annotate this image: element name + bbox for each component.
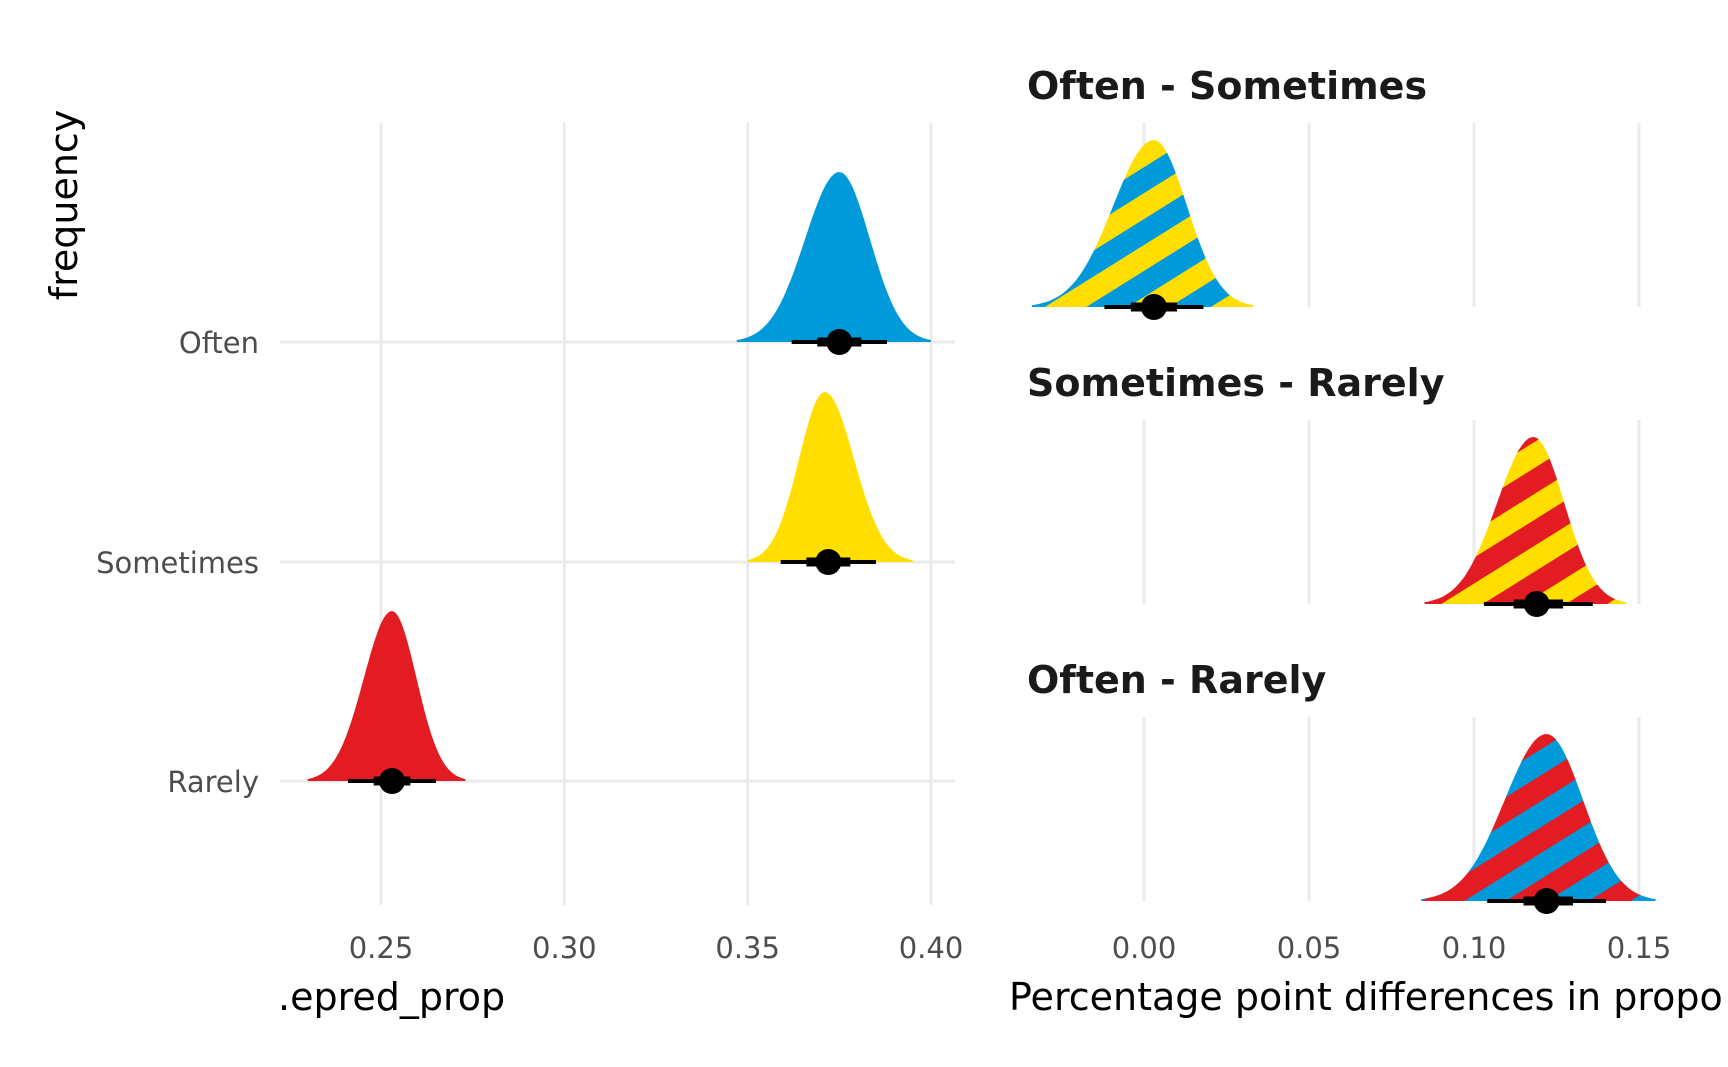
right-panels: Often - Sometimes Sometimes - Rarely Often… [1027, 64, 1656, 914]
diff-density [1031, 140, 1253, 307]
left-x-axis-title: .epred_prop [278, 975, 505, 1019]
right-x-tick-label: 0.05 [1277, 931, 1342, 965]
right-chart: Often - Sometimes Sometimes - Rarely Often… [1009, 64, 1723, 1019]
left-y-tick-labels: Often Sometimes Rarely [96, 326, 259, 799]
diff-median-point [1523, 591, 1550, 617]
left-x-tick-label: 0.30 [532, 931, 597, 965]
left-y-tick-label: Rarely [167, 765, 259, 799]
left-density-often [736, 172, 931, 342]
left-density-rarely [307, 611, 466, 781]
diff-density [1424, 437, 1626, 604]
diff-density [1421, 734, 1656, 901]
left-often-median-point [826, 329, 853, 355]
left-density-sometimes [747, 392, 913, 562]
right-x-tick-label: 0.00 [1112, 931, 1177, 965]
panel-title: Sometimes - Rarely [1027, 361, 1445, 405]
left-x-tick-label: 0.35 [715, 931, 780, 965]
panel-title: Often - Sometimes [1027, 64, 1427, 108]
diff-panel: Often - Rarely [1027, 658, 1656, 914]
left-x-tick-label: 0.40 [899, 931, 964, 965]
left-y-tick-label: Often [179, 326, 259, 360]
right-x-tick-label: 0.15 [1607, 931, 1672, 965]
panel-title: Often - Rarely [1027, 658, 1326, 702]
left-y-tick-label: Sometimes [96, 546, 259, 580]
diff-panel: Sometimes - Rarely [1027, 361, 1626, 617]
right-x-tick-label: 0.10 [1442, 931, 1507, 965]
left-x-tick-label: 0.25 [349, 931, 414, 965]
diff-median-point [1140, 294, 1167, 320]
left-distributions [307, 172, 931, 794]
right-x-axis-title: Percentage point differences in propo [1009, 975, 1723, 1019]
right-x-tick-labels: 0.00 0.05 0.10 0.15 [1112, 931, 1672, 965]
diff-median-point [1533, 888, 1560, 914]
left-x-tick-labels: 0.25 0.30 0.35 0.40 [349, 931, 964, 965]
left-sometimes-median-point [815, 549, 842, 575]
left-y-axis-title: frequency [42, 110, 86, 301]
left-rarely-median-point [379, 768, 405, 794]
diff-panel: Often - Sometimes [1027, 64, 1427, 320]
left-chart: Often Sometimes Rarely 0.25 0.30 0.35 0.40 .e… [42, 110, 963, 1019]
